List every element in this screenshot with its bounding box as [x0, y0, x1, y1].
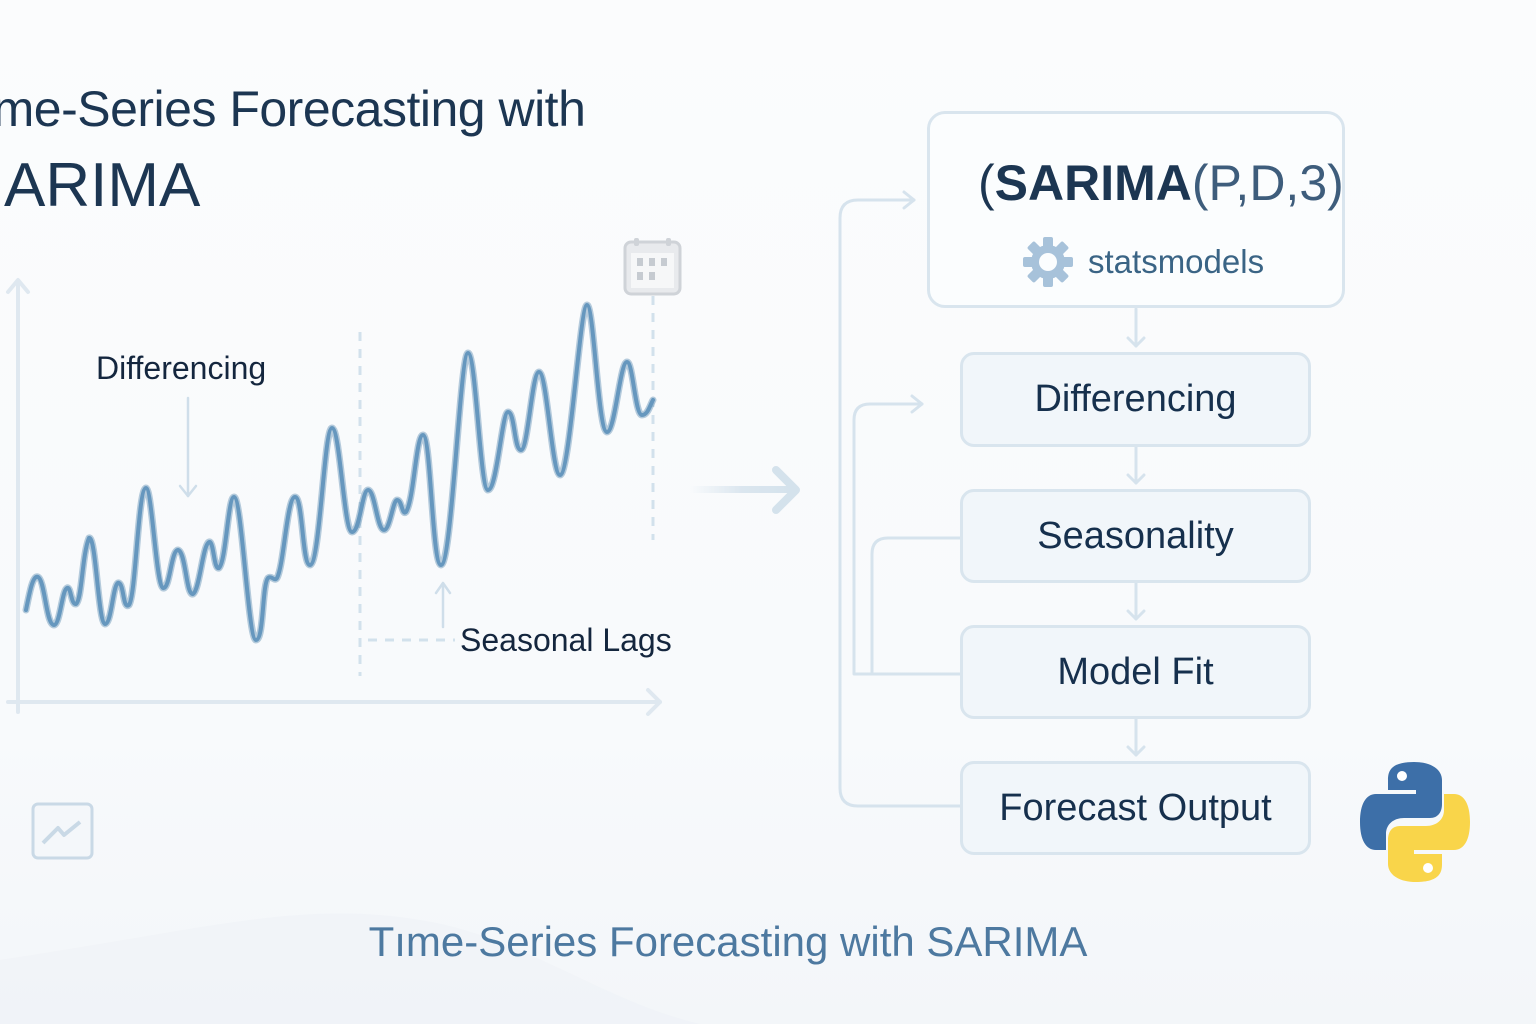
step-label: Model Fit — [1057, 650, 1214, 693]
seasonal-guides — [358, 296, 655, 676]
chart-axes — [6, 278, 662, 716]
background-hill — [0, 913, 700, 1024]
annotation-differencing: Differencing — [96, 350, 267, 386]
library-name: statsmodels — [1088, 243, 1265, 280]
pipeline-connectors — [838, 190, 1146, 808]
model-title-prefix: ( — [978, 155, 995, 211]
page-title-line1: ime-Series Forecasting with — [0, 81, 586, 137]
footer-title: Tıme-Series Forecasting with SARIMA — [368, 918, 1088, 965]
model-title: (SARIMA(P,D,3) — [978, 154, 1344, 212]
step-label: Seasonality — [1037, 514, 1234, 557]
seasonal-lags-arrow-icon — [434, 581, 452, 629]
model-params: (P,D,3) — [1191, 155, 1344, 211]
step-label: Forecast Output — [999, 786, 1272, 829]
step-forecast-output: Forecast Output — [960, 761, 1311, 855]
differencing-arrow-icon — [178, 396, 198, 498]
arrow-right-icon — [690, 466, 800, 514]
python-logo-icon — [1360, 762, 1470, 882]
step-model-fit: Model Fit — [960, 625, 1311, 719]
step-seasonality: Seasonality — [960, 489, 1311, 583]
model-name: SARIMA — [994, 155, 1192, 211]
page-title-line2: ARIMA — [4, 151, 201, 220]
calendar-icon — [623, 238, 682, 296]
step-differencing: Differencing — [960, 352, 1311, 447]
annotation-seasonal-lags: Seasonal Lags — [460, 622, 672, 658]
step-label: Differencing — [1034, 378, 1237, 420]
sarima-model-box: (SARIMA(P,D,3) statsmodels — [927, 111, 1345, 308]
y-axis-arrow-icon — [6, 278, 30, 294]
gear-icon — [1023, 237, 1073, 287]
line-chart-icon — [31, 802, 94, 860]
library-row: statsmodels — [1022, 236, 1264, 288]
x-axis-arrow-icon — [646, 688, 662, 716]
